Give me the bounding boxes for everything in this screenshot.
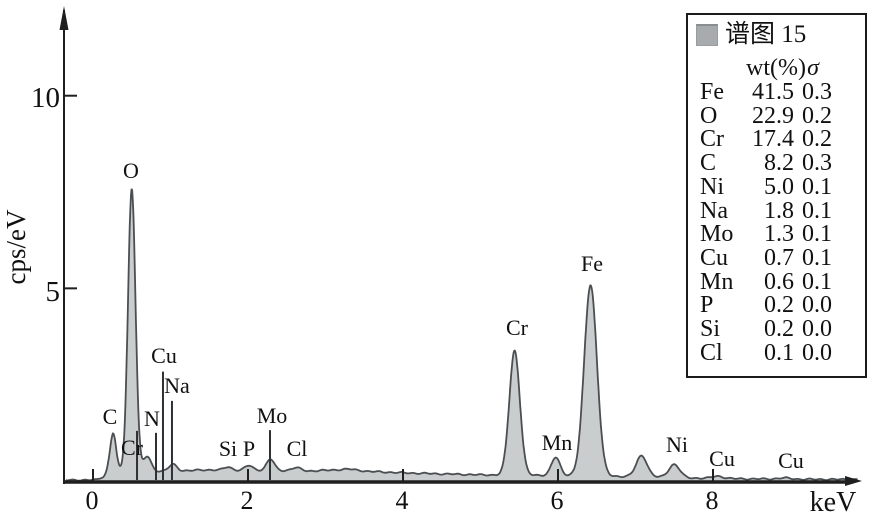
legend-row: Cu 0.7 0.1: [688, 244, 865, 271]
legend-row: Cr 17.4 0.2: [688, 128, 865, 152]
legend-element: C: [700, 150, 717, 177]
legend-wt-value: 0.7: [764, 244, 794, 271]
legend-wt-value: 0.1: [764, 339, 794, 366]
legend-wt-value: 1.3: [764, 221, 794, 248]
legend-row: Mo 1.3 0.1: [688, 221, 865, 248]
legend-element: Ni: [700, 173, 724, 200]
legend-row: Na 1.8 0.1: [688, 197, 865, 224]
x-axis-label: keV: [810, 487, 857, 518]
legend-sigma-value: 0.3: [802, 150, 832, 177]
peak-label-Cu-15: Cu: [778, 448, 804, 473]
legend-row: Cl 0.1 0.0: [688, 339, 865, 366]
legend-wt-value: 0.2: [764, 292, 794, 319]
legend-wt-value: 0.6: [764, 268, 794, 295]
legend-sigma-value: 0.1: [802, 221, 832, 248]
peak-label-Mn-11: Mn: [542, 430, 573, 455]
legend-wt-value: 8.2: [764, 150, 794, 177]
legend-element: Mo: [700, 221, 734, 248]
y-axis-label: cps/eV: [1, 209, 31, 284]
legend-element: Mn: [700, 268, 734, 295]
legend-series: 谱图 15: [688, 15, 865, 47]
legend-row: C 8.2 0.3: [688, 150, 865, 177]
y-tick-label-5: 5: [46, 276, 61, 308]
legend-wt-value: 17.4: [752, 126, 794, 153]
legend-header: wt(%) σ: [688, 55, 865, 81]
y-tick-label-10: 10: [31, 82, 60, 114]
legend-sigma-value: 0.2: [802, 102, 832, 129]
y-axis-arrow-icon: [59, 6, 69, 30]
legend-row: O 22.9 0.2: [688, 102, 865, 129]
x-tick-label-6: 6: [551, 486, 564, 515]
legend-row: P 0.2 0.0: [688, 292, 865, 319]
legend-wt-value: 0.2: [764, 316, 794, 343]
legend-wt-value: 1.8: [764, 197, 794, 224]
legend-header-sigma: σ: [807, 55, 819, 81]
x-tick-label-0: 0: [86, 486, 99, 515]
legend-element: Cr: [700, 126, 724, 153]
series-name: 谱图 15: [725, 21, 807, 48]
legend-row: Ni 5.0 0.1: [688, 173, 865, 200]
peak-label-N-3: N: [144, 406, 160, 431]
legend-sigma-value: 0.2: [802, 126, 832, 153]
legend-sigma-value: 0.0: [802, 339, 832, 366]
peak-label-Fe-12: Fe: [581, 251, 603, 276]
legend-sigma-value: 0.0: [802, 292, 832, 319]
peak-label-O-1: O: [123, 158, 139, 183]
peak-label-C-0: C: [103, 404, 118, 429]
legend-sigma-value: 0.1: [802, 173, 832, 200]
legend-sigma-value: 0.1: [802, 244, 832, 271]
legend-element: Fe: [700, 79, 724, 105]
peak-label-Cl-9: Cl: [287, 436, 308, 461]
peak-label-Cr-2: Cr: [121, 435, 144, 460]
legend: 谱图 15 wt(%) σ Fe 41.5 0.3 O 22.9 0.2 Cr 17.4 0.2…: [686, 13, 867, 378]
legend-rows: Fe 41.5 0.3 O 22.9 0.2 Cr 17.4 0.2 C 8.2 0.3 Ni 5.0 0.…: [688, 79, 865, 366]
legend-sigma-value: 0.1: [802, 197, 832, 224]
legend-wt-value: 41.5: [752, 79, 794, 105]
legend-header-element: [700, 57, 746, 79]
legend-row: Fe 41.5 0.3: [688, 79, 865, 105]
legend-element: Cl: [700, 339, 723, 366]
spectrum-line: [65, 188, 858, 482]
x-axis-arrow-icon: [845, 476, 862, 486]
series-swatch-icon: [696, 24, 718, 46]
peak-label-Cu-14: Cu: [709, 446, 735, 471]
peak-label-Cr-10: Cr: [506, 315, 529, 340]
legend-wt-value: 5.0: [764, 173, 794, 200]
legend-element: Cu: [700, 244, 729, 271]
peak-label-Na-5: Na: [164, 373, 190, 398]
x-tick-label-8: 8: [706, 486, 719, 515]
legend-element: O: [700, 102, 718, 129]
legend-sigma-value: 0.0: [802, 316, 832, 343]
legend-sigma-value: 0.1: [802, 268, 832, 295]
legend-header-wt: wt(%): [746, 55, 806, 81]
legend-sigma-value: 0.3: [802, 79, 832, 105]
legend-wt-value: 22.9: [752, 102, 794, 129]
legend-element: Na: [700, 197, 728, 224]
x-tick-label-4: 4: [396, 486, 409, 515]
legend-row: Mn 0.6 0.1: [688, 268, 865, 295]
legend-element: Si: [700, 316, 721, 343]
peak-label-Ni-13: Ni: [666, 432, 688, 457]
peak-label-Si-6: Si: [219, 436, 237, 461]
peak-label-P-7: P: [243, 436, 255, 461]
legend-row: Si 0.2 0.0: [688, 316, 865, 343]
peak-label-Mo-8: Mo: [257, 403, 288, 428]
peak-label-Cu-4: Cu: [151, 343, 177, 368]
x-tick-label-2: 2: [241, 486, 254, 515]
legend-element: P: [700, 292, 714, 319]
